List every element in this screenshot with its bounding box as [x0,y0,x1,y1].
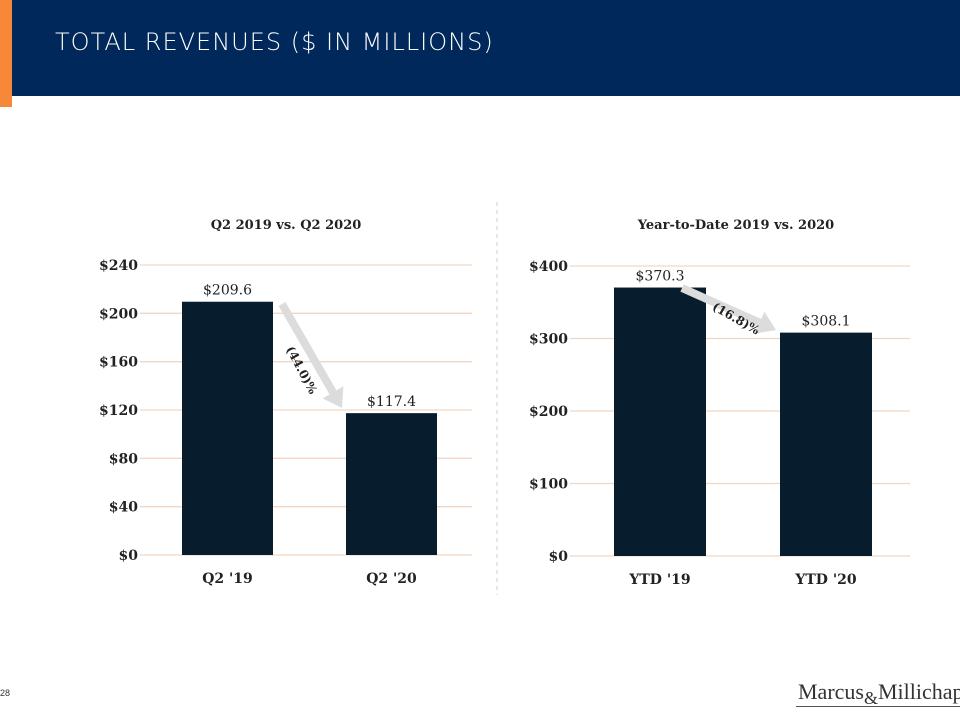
bar [780,332,872,556]
bar [182,301,273,555]
y-tick-label: $0 [119,548,139,564]
bar [346,413,437,555]
y-tick-label: $240 [99,258,138,274]
x-tick-label: YTD '20 [794,572,856,588]
data-label: $370.3 [636,269,685,285]
y-tick-label: $200 [99,306,138,322]
y-tick-label: $160 [99,355,138,371]
y-tick-label: $100 [529,477,568,493]
header-bar [0,0,960,96]
chart-title: Year-to-Date 2019 vs. 2020 [637,218,834,233]
page-number: 28 [0,688,11,698]
chart-title: Q2 2019 vs. Q2 2020 [211,218,362,233]
y-tick-label: $300 [529,332,568,348]
y-tick-label: $80 [109,451,138,467]
accent-stripe [0,0,12,107]
company-logo: Marcus&Millichap [796,680,960,708]
data-label: $209.6 [203,283,252,299]
change-arrow [278,302,344,409]
y-tick-label: $200 [529,404,568,420]
y-tick-label: $40 [109,500,138,516]
y-tick-label: $120 [99,403,138,419]
y-tick-label: $400 [529,259,568,275]
x-tick-label: Q2 '19 [202,571,253,587]
change-annotation: (44.0)% [283,344,320,397]
page-title: TOTAL REVENUES ($ IN MILLIONS) [55,28,494,56]
x-tick-label: Q2 '20 [366,571,417,587]
change-arrow [680,284,776,334]
data-label: $308.1 [802,314,851,330]
data-label: $117.4 [367,394,416,410]
x-tick-label: YTD '19 [628,572,690,588]
bar [614,287,706,556]
y-tick-label: $0 [549,549,569,565]
